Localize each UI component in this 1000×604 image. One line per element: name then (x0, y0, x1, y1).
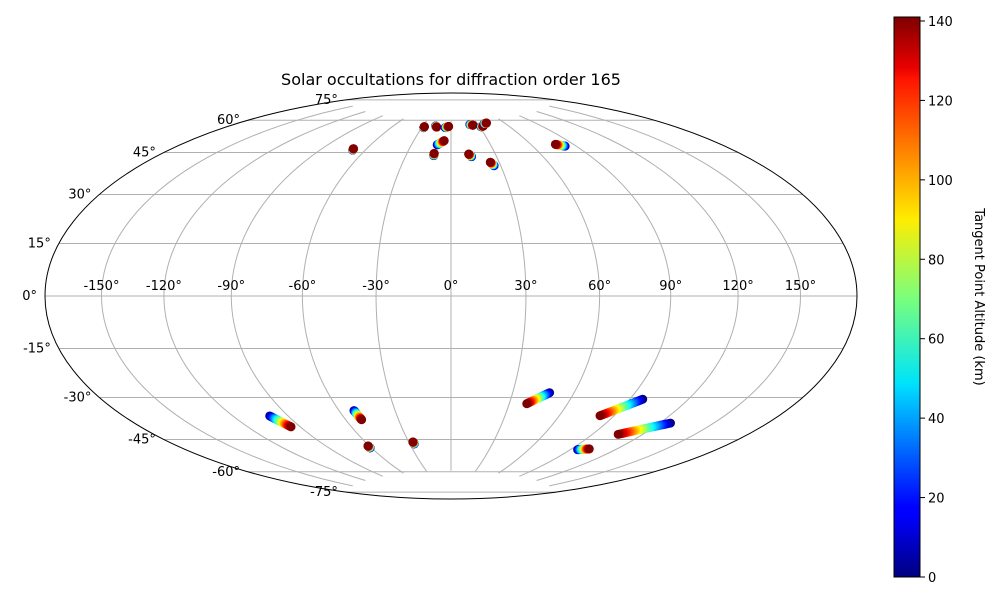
occultation-track (465, 120, 478, 130)
lon-tick-label: 0° (444, 279, 459, 294)
grid-meridian (498, 118, 601, 474)
occultation-track (595, 394, 648, 421)
lon-tick-label: 60° (588, 279, 611, 294)
colorbar-tick-label: 60 (928, 333, 945, 348)
lon-tick-label: -120° (146, 279, 182, 294)
lat-tick-label: -45° (128, 433, 156, 448)
occultation-point (363, 441, 373, 451)
colorbar-gradient (893, 16, 921, 578)
occultation-track (363, 441, 375, 453)
occultation-track (464, 149, 476, 162)
occultation-point (429, 148, 439, 158)
lat-tick-label: 60° (217, 113, 240, 128)
lat-tick-label: -60° (212, 465, 240, 480)
occultation-track (348, 144, 358, 155)
occultation-track (429, 148, 439, 161)
lat-tick-label: 30° (68, 188, 91, 203)
grid-meridian (474, 120, 527, 472)
colorbar-ticks: 0 20 40 60 80 100 120 140 (920, 15, 953, 586)
occultation-track (349, 406, 367, 425)
occultation-point (468, 120, 478, 130)
lat-tick-label: -75° (310, 485, 338, 500)
occultation-track (573, 444, 594, 455)
occultation-track (431, 121, 442, 132)
graticule-grid (45, 99, 857, 493)
occultation-track (613, 418, 675, 439)
lat-tick-label: -30° (64, 391, 92, 406)
axis-tick-labels: -150° -120° -90° -60° -30° 0° 30° 60° 90° 120° 150… (22, 93, 816, 500)
colorbar-tick-label: 120 (928, 94, 953, 109)
colorbar-tick-label: 20 (928, 492, 945, 507)
occultation-point (432, 122, 442, 132)
occultation-point (464, 149, 474, 159)
colorbar-tick-label: 100 (928, 174, 953, 189)
grid-meridian (519, 115, 672, 477)
occultation-point (584, 444, 594, 454)
grid-meridian (549, 105, 802, 487)
lat-tick-label: -15° (23, 342, 51, 357)
occultation-track (522, 388, 555, 409)
occultation-track (408, 437, 419, 449)
occultation-point (439, 136, 449, 146)
lon-tick-label: 120° (722, 279, 753, 294)
occultation-points (265, 118, 675, 455)
lat-tick-label: 45° (133, 145, 156, 160)
occultation-point (550, 139, 560, 149)
occultation-point (485, 157, 495, 167)
lon-tick-label: 90° (659, 279, 682, 294)
colorbar-label: Tangent Point Altitude (km) (971, 207, 986, 385)
occultation-point (595, 411, 605, 421)
map-frame (44, 92, 858, 500)
colorbar-tick-label: 0 (928, 571, 936, 586)
grid-meridian (230, 115, 383, 477)
occultation-track (479, 118, 491, 129)
lon-tick-label: 30° (514, 279, 537, 294)
occultation-track (265, 411, 296, 432)
grid-meridian (100, 105, 353, 487)
lon-tick-label: -150° (83, 279, 119, 294)
lat-tick-label: 15° (28, 236, 51, 251)
colorbar-tick-label: 140 (928, 15, 953, 30)
chart-title: Solar occultations for diffraction order… (281, 70, 621, 89)
occultation-track (485, 157, 499, 171)
lon-tick-label: -60° (289, 279, 317, 294)
grid-meridian (375, 120, 428, 472)
colorbar: 0 20 40 60 80 100 120 140 Tangent Point Altitud… (893, 15, 986, 586)
occultation-point (419, 122, 429, 132)
lat-tick-label: 75° (315, 93, 338, 108)
grid-meridian (301, 118, 404, 474)
occultation-point (481, 118, 491, 128)
occultation-point (444, 121, 454, 131)
occultation-track (440, 121, 454, 133)
occultation-track (432, 136, 449, 150)
lon-tick-label: 150° (785, 279, 816, 294)
occultation-point (286, 422, 296, 432)
occultation-point (348, 144, 358, 154)
colorbar-tick-label: 40 (928, 412, 945, 427)
occultation-point (522, 399, 532, 409)
occultation-track (550, 139, 570, 151)
occultation-point (408, 437, 418, 447)
occultation-point (357, 415, 367, 425)
occultation-track (419, 122, 429, 133)
grid-meridian (163, 111, 366, 481)
lon-tick-label: -90° (217, 279, 245, 294)
lat-tick-label: 0° (22, 289, 37, 304)
colorbar-tick-label: 80 (928, 253, 945, 268)
occultation-point (613, 429, 623, 439)
lon-tick-label: -30° (362, 279, 390, 294)
